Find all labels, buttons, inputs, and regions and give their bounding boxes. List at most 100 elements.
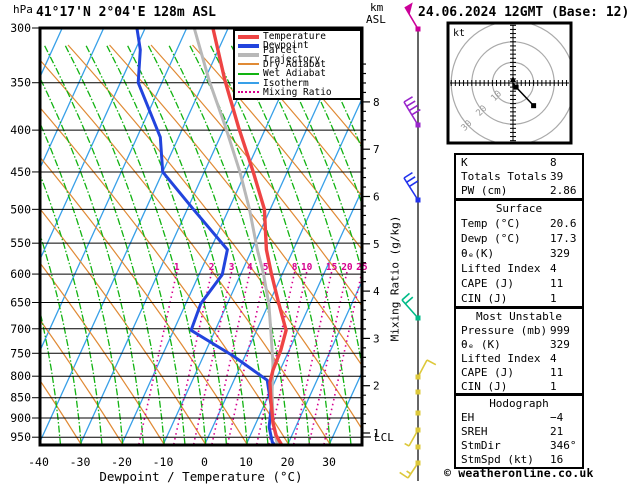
table-row: CIN (J) 1 <box>456 380 582 393</box>
table-row: CAPE (J) 11 <box>456 366 582 379</box>
km-tick-label: 8 <box>373 96 380 109</box>
table-row: CAPE (J) 11 <box>456 277 582 290</box>
mixing-ratio-value: 4 <box>247 262 253 273</box>
temp-tick-label: 30 <box>322 455 336 469</box>
legend-label: Dewpoint <box>263 40 309 52</box>
table-row-label: Pressure (mb) <box>461 323 548 337</box>
pressure-tick-label: 800 <box>10 369 31 383</box>
dewpoint-curve <box>135 28 276 445</box>
mixing-ratio-value: 3 <box>229 262 235 273</box>
temperature-curve <box>211 28 288 445</box>
table-row-label: StmDir <box>461 439 501 453</box>
legend-item: Dewpoint <box>235 40 360 52</box>
temp-tick-label: -20 <box>111 455 132 469</box>
table-row-label: CIN (J) <box>461 379 508 393</box>
indices-table: Most Unstable Pressure (mb) 999 θₑ (K) 329 Li… <box>454 307 584 395</box>
legend-swatch <box>238 72 259 75</box>
table-row-label: θₑ(K) <box>461 247 495 260</box>
table-row: Pressure (mb) 999 <box>456 324 582 337</box>
wind-barb <box>404 427 421 447</box>
station-title: 41°17'N 2°04'E 128m ASL <box>36 5 217 20</box>
table-row-value: 17.3 <box>550 232 577 245</box>
km-tick-label: 6 <box>373 191 380 204</box>
km-tick-label: 2 <box>373 380 380 393</box>
table-row: PW (cm) 2.86 <box>456 184 582 197</box>
table-row-value: 11 <box>550 365 564 379</box>
table-row: θₑ(K) 329 <box>456 247 582 260</box>
altitude-unit-km-label: km <box>370 1 384 14</box>
table-row-value: −4 <box>550 410 564 424</box>
pressure-tick-label: 450 <box>10 165 31 179</box>
legend-swatch <box>238 34 259 39</box>
mixing-ratio-value: 1 <box>174 262 180 273</box>
table-row-value: 20.6 <box>550 217 577 230</box>
table-row-value: 346° <box>550 439 577 453</box>
table-row-value: 329 <box>550 247 570 260</box>
temp-tick-label: -30 <box>70 455 91 469</box>
km-tick-label: 7 <box>373 143 380 156</box>
plot-frame <box>38 26 364 447</box>
x-axis-label: Dewpoint / Temperature (°C) <box>99 469 303 484</box>
legend-label: Dry Adiabat <box>263 58 326 70</box>
copyright-text: © weatheronline.co.uk <box>444 466 594 480</box>
mixing-ratio-value: 10 <box>301 262 313 273</box>
table-row: Temp (°C) 20.6 <box>456 217 582 230</box>
table-row-value: 999 <box>550 323 570 337</box>
datetime-title: 24.06.2024 12GMT (Base: 12) <box>418 5 629 20</box>
legend-item: Temperature <box>235 32 360 41</box>
table-row-value: 4 <box>550 351 557 365</box>
pressure-tick-label: 750 <box>10 346 31 360</box>
table-row-value: 21 <box>550 424 564 438</box>
table-row-label: Totals Totals <box>461 169 548 183</box>
wind-barb <box>399 460 421 479</box>
table-row-label: Dewp (°C) <box>461 232 521 245</box>
table-row-label: CAPE (J) <box>461 277 514 290</box>
pressure-tick-label: 950 <box>10 430 31 444</box>
table-row: StmSpd (kt) 16 <box>456 453 582 466</box>
table-row-label: Temp (°C) <box>461 217 521 230</box>
mixing-ratio-value: 5 <box>263 262 269 273</box>
km-tick-label: 1 <box>373 427 380 440</box>
table-row-label: CIN (J) <box>461 292 508 305</box>
temp-tick-labels: -40 -30 -20 -10 0 10 20 30 <box>28 455 336 469</box>
legend-swatch <box>238 63 259 66</box>
mixing-ratio-value: 2 <box>209 262 215 273</box>
table-row-label: K <box>461 155 468 169</box>
pressure-tick-label: 850 <box>10 391 31 405</box>
pressure-unit-label: hPa <box>13 3 33 16</box>
table-row-value: 8 <box>550 155 557 169</box>
pressure-tick-label: 900 <box>10 411 31 425</box>
indices-table: K 8 Totals Totals 39 PW (cm) 2.86 <box>454 153 584 200</box>
table-row-value: 2.86 <box>550 184 577 198</box>
wind-barb <box>403 96 421 128</box>
table-row-label: SREH <box>461 424 488 438</box>
table-row-value: 329 <box>550 337 570 351</box>
table-row: CIN (J) 1 <box>456 292 582 305</box>
legend-item: Wet Adiabat <box>235 69 360 79</box>
table-section-header: Surface <box>495 202 543 215</box>
table-row: Dewp (°C) 17.3 <box>456 232 582 245</box>
legend-item: Dry Adiabat <box>235 60 360 69</box>
pressure-tick-label: 300 <box>10 21 31 35</box>
table-row: Lifted Index 4 <box>456 262 582 275</box>
pressure-tick-label: 700 <box>10 322 31 336</box>
legend-item: Mixing Ratio <box>235 88 360 97</box>
table-row-value: 16 <box>550 453 564 467</box>
table-row: Totals Totals 39 <box>456 170 582 183</box>
hodograph-unit-label: kt <box>453 28 465 39</box>
lcl-marker: LCL <box>362 431 394 444</box>
temp-tick-label: 0 <box>201 455 208 469</box>
temp-tick-label: 20 <box>281 455 295 469</box>
km-tick-label: 3 <box>373 332 380 345</box>
table-row-value: 4 <box>550 262 557 275</box>
wind-barb-column <box>399 2 437 481</box>
table-row: EH −4 <box>456 411 582 424</box>
wind-barb <box>415 410 421 416</box>
wind-barb <box>415 389 421 395</box>
table-row-label: Lifted Index <box>461 351 541 365</box>
legend-swatch <box>238 82 259 85</box>
table-row-value: 1 <box>550 292 557 305</box>
temp-tick-label: 10 <box>239 455 253 469</box>
